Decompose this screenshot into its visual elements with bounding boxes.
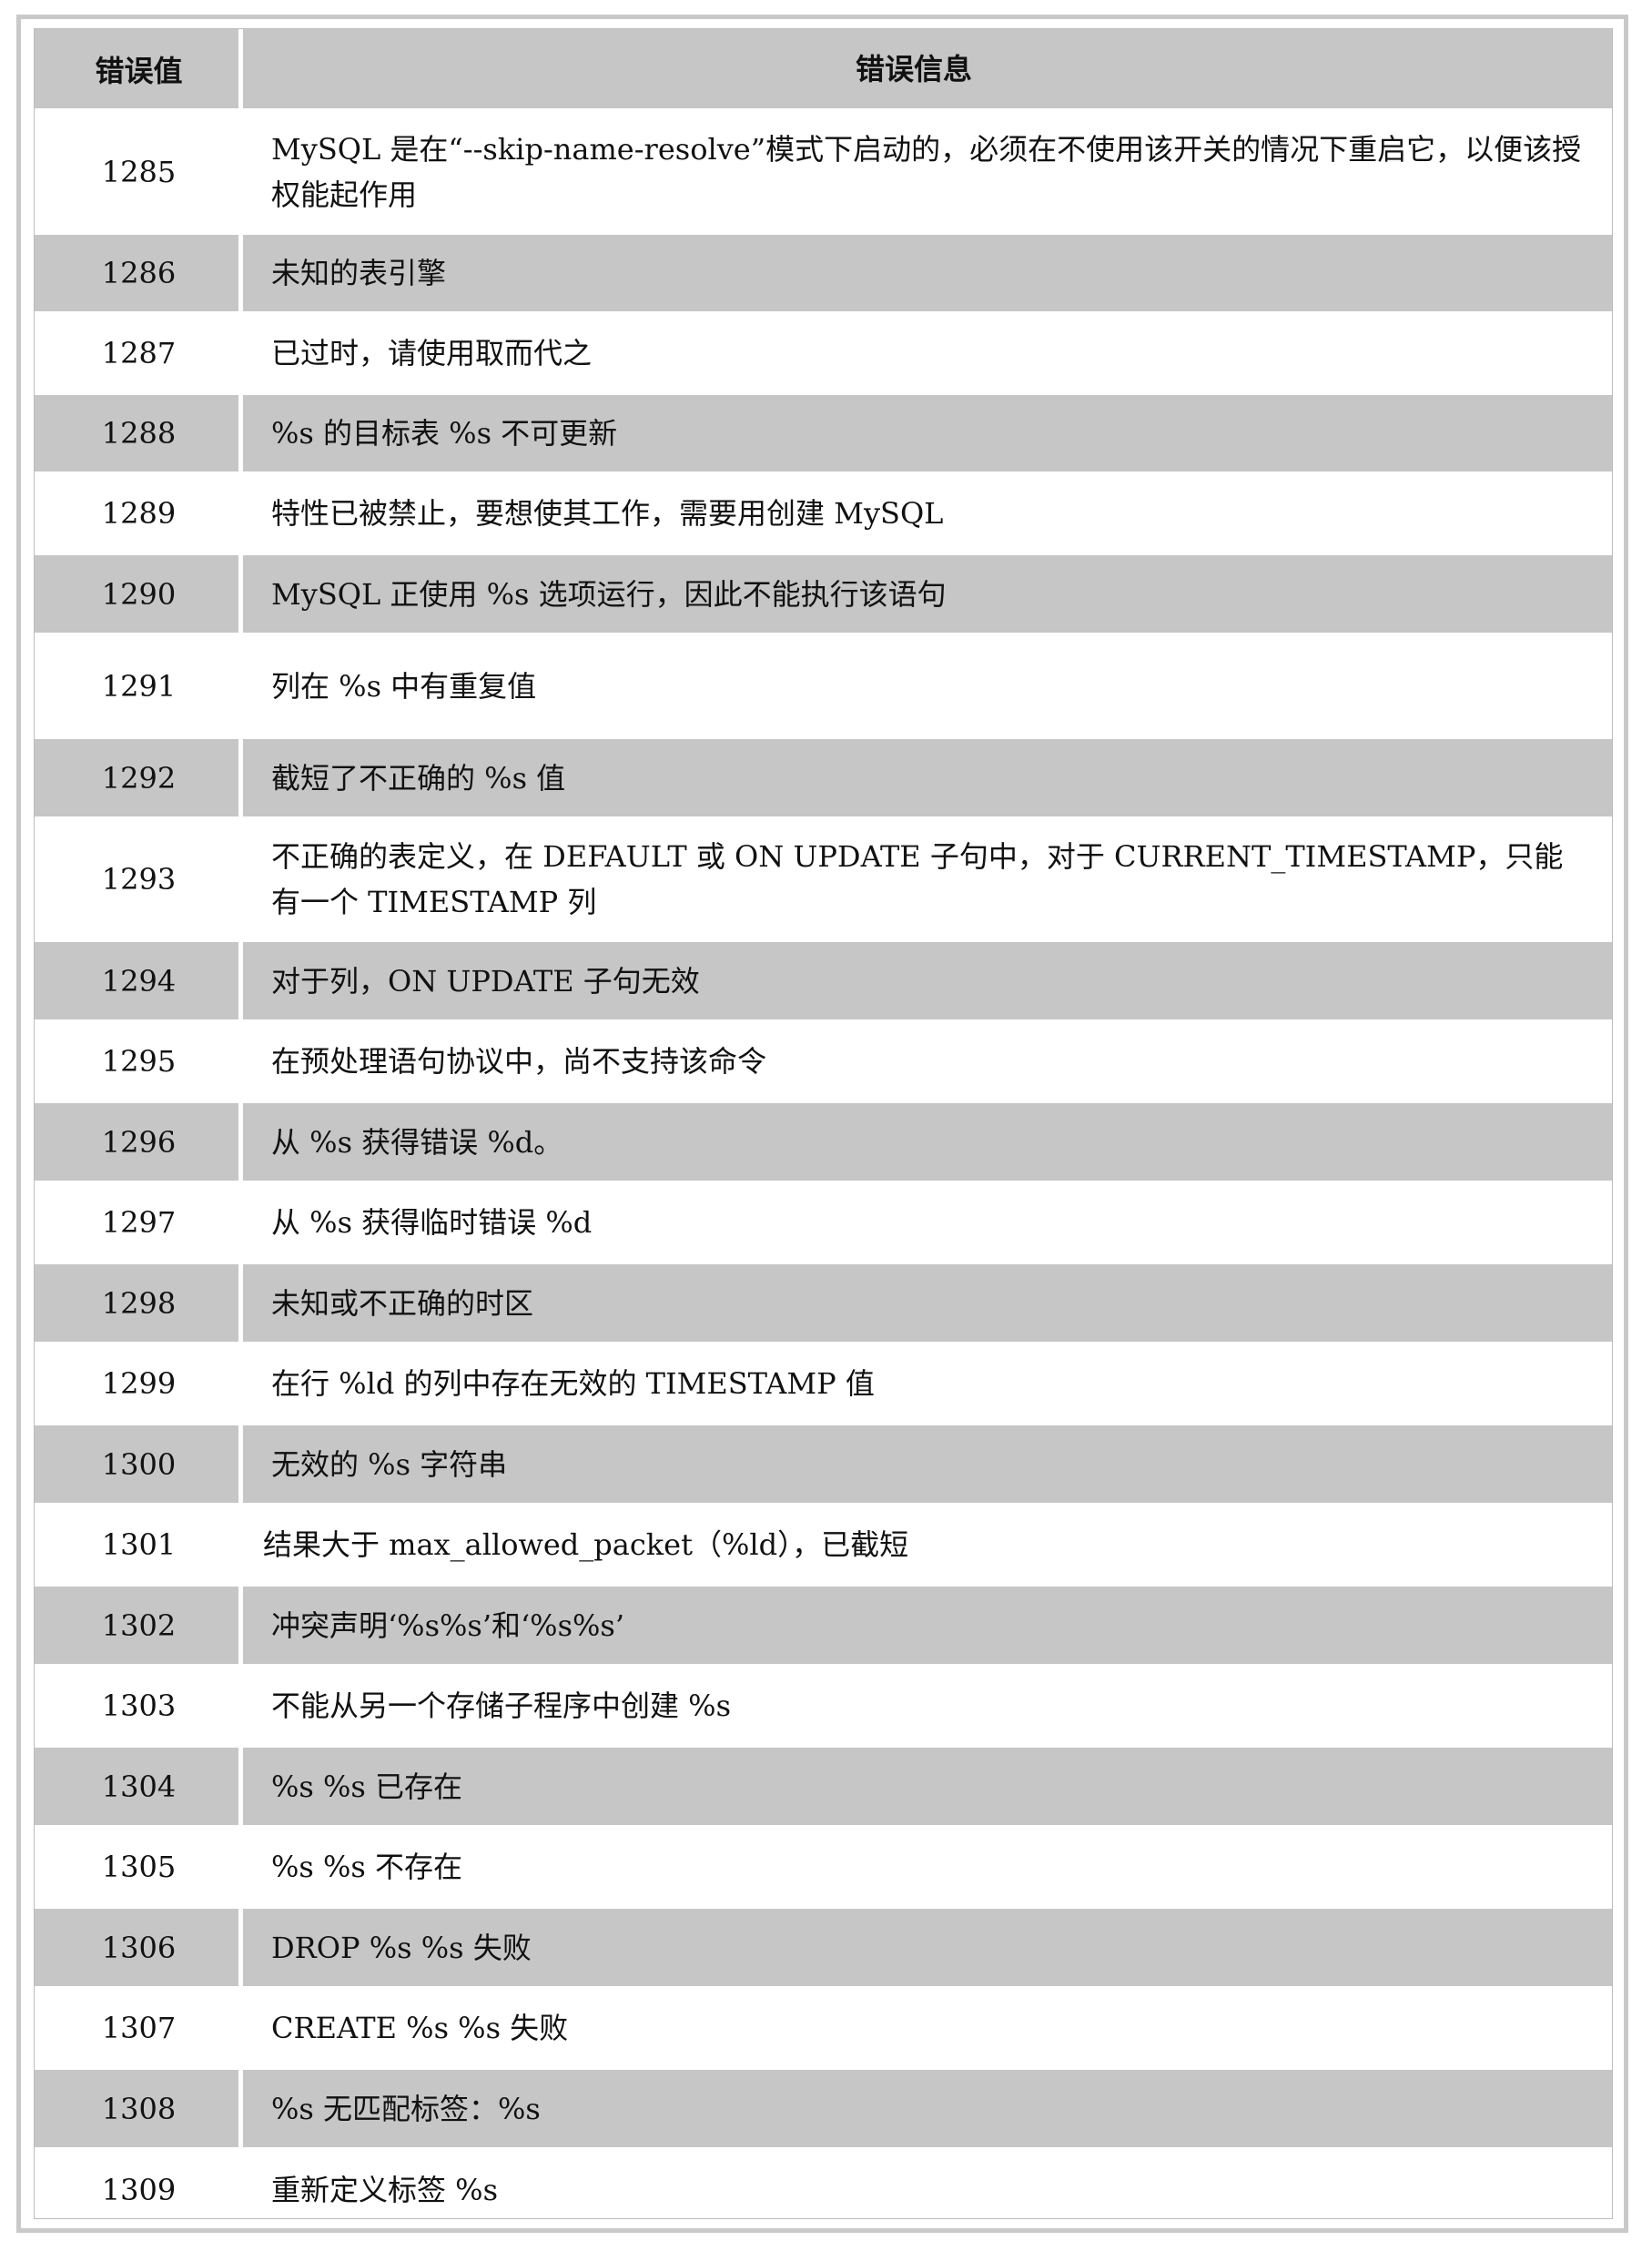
error-message: 冲突声明‘%s%s’和‘%s%s’ <box>271 1607 625 1643</box>
error-message: 从 %s 获得错误 %d。 <box>271 1124 563 1160</box>
error-message: 在行 %ld 的列中存在无效的 TIMESTAMP 值 <box>271 1366 875 1401</box>
column-divider <box>238 29 243 2218</box>
error-table: 错误值 错误信息 1285 MySQL 是在“--skip-name-resol… <box>34 28 1613 2219</box>
table-row: 1307 CREATE %s %s 失败 <box>35 1990 1612 2070</box>
error-code: 1305 <box>101 1850 177 1884</box>
error-code: 1288 <box>101 416 177 451</box>
table-row: 1291 列在 %s 中有重复值 <box>35 636 1612 739</box>
error-message: 从 %s 获得临时错误 %d <box>271 1205 593 1240</box>
error-message: 未知或不正确的时区 <box>271 1285 534 1321</box>
table-row: 1297 从 %s 获得临时错误 %d <box>35 1184 1612 1264</box>
error-code: 1309 <box>101 2173 177 2207</box>
error-code: 1294 <box>101 963 177 999</box>
error-code: 1291 <box>101 668 177 704</box>
table-row: 1309 重新定义标签 %s <box>35 2151 1612 2218</box>
error-message: %s 无匹配标签：%s <box>271 2091 541 2126</box>
table-row: 1304 %s %s 已存在 <box>35 1748 1612 1829</box>
error-code: 1290 <box>101 576 177 612</box>
error-code: 1292 <box>101 760 177 796</box>
table-row: 1308 %s 无匹配标签：%s <box>35 2070 1612 2151</box>
table-row: 1300 无效的 %s 字符串 <box>35 1425 1612 1506</box>
error-message: 在预处理语句协议中，尚不支持该命令 <box>271 1044 767 1079</box>
table-row: 1288 %s 的目标表 %s 不可更新 <box>35 395 1612 475</box>
error-message: MySQL 是在“--skip-name-resolve”模式下启动的，必须在不… <box>271 131 1582 212</box>
table-row: 1296 从 %s 获得错误 %d。 <box>35 1103 1612 1184</box>
error-message: %s %s 不存在 <box>271 1850 463 1884</box>
error-message: CREATE %s %s 失败 <box>271 2011 569 2045</box>
error-message: 已过时，请使用取而代之 <box>271 336 593 370</box>
error-code: 1302 <box>101 1607 177 1643</box>
error-message: 无效的 %s 字符串 <box>271 1446 508 1482</box>
table-row: 1293 不正确的表定义，在 DEFAULT 或 ON UPDATE 子句中，对… <box>35 820 1612 942</box>
error-message: 列在 %s 中有重复值 <box>271 668 537 704</box>
error-code: 1285 <box>101 154 177 189</box>
error-table-frame: 错误值 错误信息 1285 MySQL 是在“--skip-name-resol… <box>16 15 1628 2233</box>
error-code: 1304 <box>101 1769 177 1804</box>
error-code: 1298 <box>101 1285 177 1321</box>
table-row: 1295 在预处理语句协议中，尚不支持该命令 <box>35 1023 1612 1103</box>
table-row: 1285 MySQL 是在“--skip-name-resolve”模式下启动的… <box>35 112 1612 235</box>
error-message: 不正确的表定义，在 DEFAULT 或 ON UPDATE 子句中，对于 CUR… <box>271 839 1564 919</box>
table-row: 1290 MySQL 正使用 %s 选项运行，因此不能执行该语句 <box>35 555 1612 636</box>
table-row: 1287 已过时，请使用取而代之 <box>35 315 1612 395</box>
error-message: 截短了不正确的 %s 值 <box>271 760 566 796</box>
header-message: 错误信息 <box>855 51 972 86</box>
table-header: 错误值 错误信息 <box>35 29 1612 112</box>
error-code: 1306 <box>101 1930 177 1965</box>
error-message: 结果大于 max_allowed_packet（%ld），已截短 <box>263 1527 909 1562</box>
table-row: 1289 特性已被禁止，要想使其工作，需要用创建 MySQL <box>35 475 1612 555</box>
error-code: 1299 <box>101 1366 177 1401</box>
table-row: 1302 冲突声明‘%s%s’和‘%s%s’ <box>35 1587 1612 1668</box>
error-code: 1301 <box>101 1527 177 1562</box>
table-row: 1286 未知的表引擎 <box>35 235 1612 315</box>
error-code: 1303 <box>101 1688 177 1723</box>
table-row: 1301 结果大于 max_allowed_packet（%ld），已截短 <box>35 1506 1612 1587</box>
error-message: %s 的目标表 %s 不可更新 <box>271 416 618 451</box>
error-code: 1296 <box>101 1124 177 1160</box>
error-message: 特性已被禁止，要想使其工作，需要用创建 MySQL <box>271 496 944 531</box>
error-code: 1297 <box>101 1205 177 1240</box>
table-row: 1299 在行 %ld 的列中存在无效的 TIMESTAMP 值 <box>35 1345 1612 1425</box>
error-code: 1286 <box>101 256 177 290</box>
error-code: 1287 <box>101 336 177 370</box>
error-code: 1307 <box>101 2011 177 2045</box>
table-row: 1306 DROP %s %s 失败 <box>35 1909 1612 1990</box>
error-message: 对于列，ON UPDATE 子句无效 <box>271 963 700 999</box>
error-message: MySQL 正使用 %s 选项运行，因此不能执行该语句 <box>271 576 947 612</box>
error-code: 1300 <box>101 1446 177 1482</box>
error-message: DROP %s %s 失败 <box>271 1930 532 1965</box>
table-row: 1292 截短了不正确的 %s 值 <box>35 739 1612 820</box>
error-code: 1293 <box>101 862 177 897</box>
error-message: 重新定义标签 %s <box>271 2173 499 2207</box>
error-message: 未知的表引擎 <box>271 256 447 290</box>
error-code: 1308 <box>101 2091 177 2126</box>
error-code: 1289 <box>101 496 177 531</box>
error-code: 1295 <box>101 1044 177 1079</box>
error-message: 不能从另一个存储子程序中创建 %s <box>271 1688 732 1723</box>
header-code: 错误值 <box>95 53 183 88</box>
table-row: 1294 对于列，ON UPDATE 子句无效 <box>35 942 1612 1023</box>
table-row: 1298 未知或不正确的时区 <box>35 1264 1612 1345</box>
table-row: 1303 不能从另一个存储子程序中创建 %s <box>35 1668 1612 1748</box>
table-row: 1305 %s %s 不存在 <box>35 1829 1612 1909</box>
error-message: %s %s 已存在 <box>271 1769 463 1804</box>
